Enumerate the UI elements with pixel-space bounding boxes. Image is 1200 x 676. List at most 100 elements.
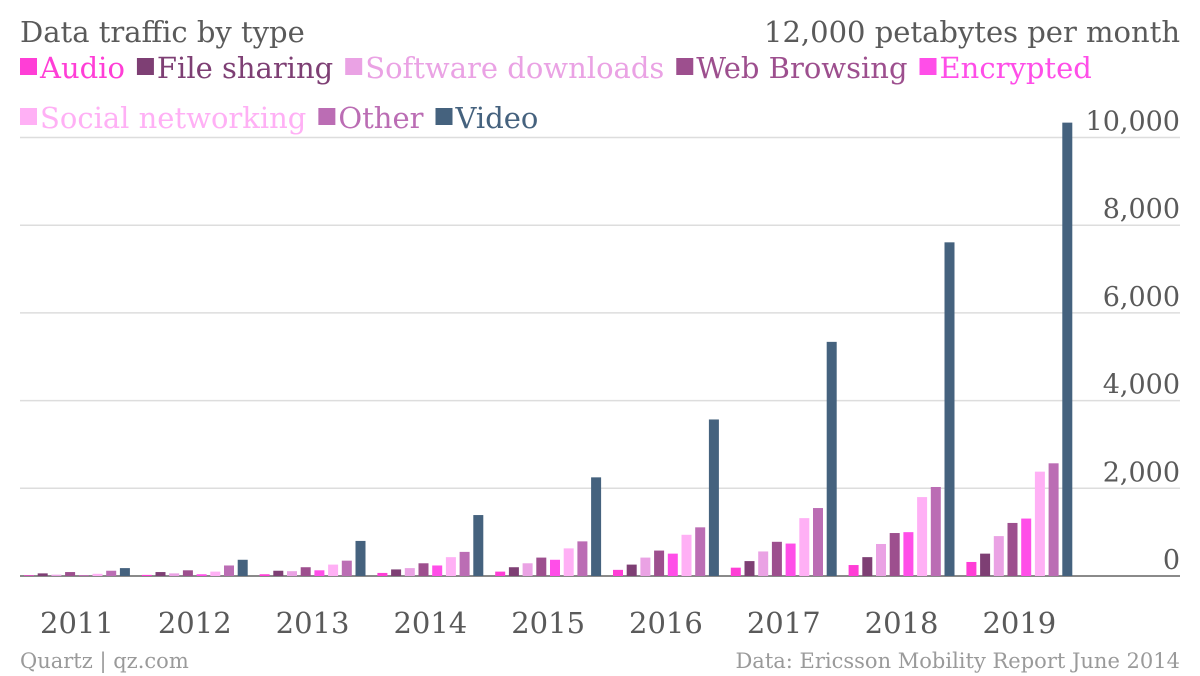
bar-group-2013 [259,540,366,576]
bar-encrypted-2015 [550,559,560,576]
bar-encrypted-2013 [314,570,325,576]
bar-video-2014 [473,515,484,576]
bar-web-browsing-2018 [889,533,900,576]
bar-software-downloads-2017 [758,551,769,576]
bar-encrypted-2017 [785,543,796,576]
x-tick-label: 2014 [393,606,467,640]
bar-group-2011 [24,568,130,576]
chart-credit: Quartz | qz.com [20,649,189,674]
y-tick-label: 4,000 [1103,370,1180,401]
x-axis-tick-labels: 2011 2012 2013 2014 2015 2016 2017 2018 2019 [40,606,1056,640]
legend-item-software-downloads: Software downloads [345,51,664,85]
bar-social-networking-2011 [92,573,103,576]
legend-label: Video [455,101,539,135]
bar-software-downloads-2014 [404,568,415,576]
x-tick-label: 2015 [511,606,585,640]
bar-web-browsing-2011 [65,572,76,576]
bar-video-2016 [708,419,719,576]
bar-video-2017 [826,341,837,576]
bar-social-networking-2018 [917,497,928,576]
legend-label: Audio [39,51,125,85]
bar-web-browsing-2019 [1007,522,1018,576]
bar-audio-2014 [377,572,388,576]
bar-social-networking-2015 [563,548,574,576]
legend-item-other: Other [318,101,424,135]
bar-software-downloads-2019 [993,536,1004,576]
bar-social-networking-2014 [445,557,456,576]
legend-item-social-networking: Social networking [20,101,306,135]
legend-item-video: Video [435,101,539,135]
bar-social-networking-2019 [1034,471,1045,576]
bar-group-2018 [848,242,955,577]
y-tick-label: 2,000 [1103,457,1180,488]
bar-social-networking-2013 [328,564,339,576]
bar-software-downloads-2016 [640,557,651,576]
bar-video-2015 [591,477,602,576]
chart-legend: Audio File sharing Software downloads Web B… [20,51,1092,135]
bar-other-2013 [341,560,352,576]
legend-swatch [676,58,694,75]
bar-video-2019 [1062,122,1073,576]
bar-software-downloads-2011 [51,574,62,576]
bar-audio-2019 [966,561,977,576]
legend-swatch [345,58,363,75]
y-tick-label: 0 [1163,545,1180,576]
bar-video-2013 [355,540,366,576]
legend-item-file-sharing: File sharing [136,51,333,85]
bar-other-2012 [224,565,234,576]
bar-social-networking-2016 [681,534,692,576]
y-tick-label: 8,000 [1103,194,1180,225]
legend-item-encrypted: Encrypted [919,51,1092,85]
bar-file-sharing-2015 [508,567,519,576]
bar-encrypted-2012 [196,574,207,576]
bar-software-downloads-2015 [522,563,533,576]
bar-file-sharing-2014 [391,569,402,576]
chart-unit-label: 12,000 petabytes per month [764,15,1180,49]
bar-video-2018 [944,242,955,577]
legend-swatch [919,58,937,75]
bar-video-2012 [237,559,248,576]
bar-other-2016 [695,527,706,576]
bar-web-browsing-2014 [418,563,429,576]
legend-item-audio: Audio [20,51,125,85]
bar-file-sharing-2018 [862,557,873,576]
bar-other-2014 [459,551,470,576]
bar-audio-2015 [495,571,506,576]
chart-bars [24,122,1073,577]
bar-web-browsing-2016 [654,550,665,576]
bar-file-sharing-2011 [37,573,48,576]
chart-source: Data: Ericsson Mobility Report June 2014 [735,649,1180,673]
bar-group-2017 [730,341,837,576]
x-tick-label: 2019 [982,606,1056,640]
x-tick-label: 2013 [276,606,350,640]
legend-label: Encrypted [940,51,1092,85]
bar-group-2019 [966,122,1073,576]
x-tick-label: 2018 [865,606,939,640]
x-tick-label: 2017 [747,606,821,640]
bar-group-2012 [141,559,248,576]
bar-other-2018 [930,486,941,576]
bar-file-sharing-2013 [273,570,284,576]
legend-item-web-browsing: Web Browsing [676,51,908,85]
bar-other-2017 [813,508,823,576]
legend-label: Other [338,101,423,135]
y-axis-tick-labels: 0 2,000 4,000 6,000 8,000 10,000 [1086,107,1180,576]
y-tick-label: 6,000 [1103,282,1180,313]
bar-encrypted-2019 [1021,518,1032,576]
bar-web-browsing-2017 [771,541,782,576]
legend-label: Software downloads [365,51,664,85]
bar-file-sharing-2019 [980,553,991,576]
x-tick-label: 2012 [158,606,232,640]
legend-swatch [20,58,37,75]
bar-software-downloads-2018 [876,543,886,576]
y-tick-label: 10,000 [1086,107,1180,138]
bar-web-browsing-2015 [536,557,547,576]
bar-audio-2012 [141,574,152,576]
x-tick-label: 2011 [40,606,114,640]
bar-audio-2017 [730,567,741,576]
legend-swatch [435,108,453,125]
legend-label: Web Browsing [696,51,907,85]
bar-web-browsing-2013 [300,567,311,576]
bar-group-2014 [377,515,484,576]
